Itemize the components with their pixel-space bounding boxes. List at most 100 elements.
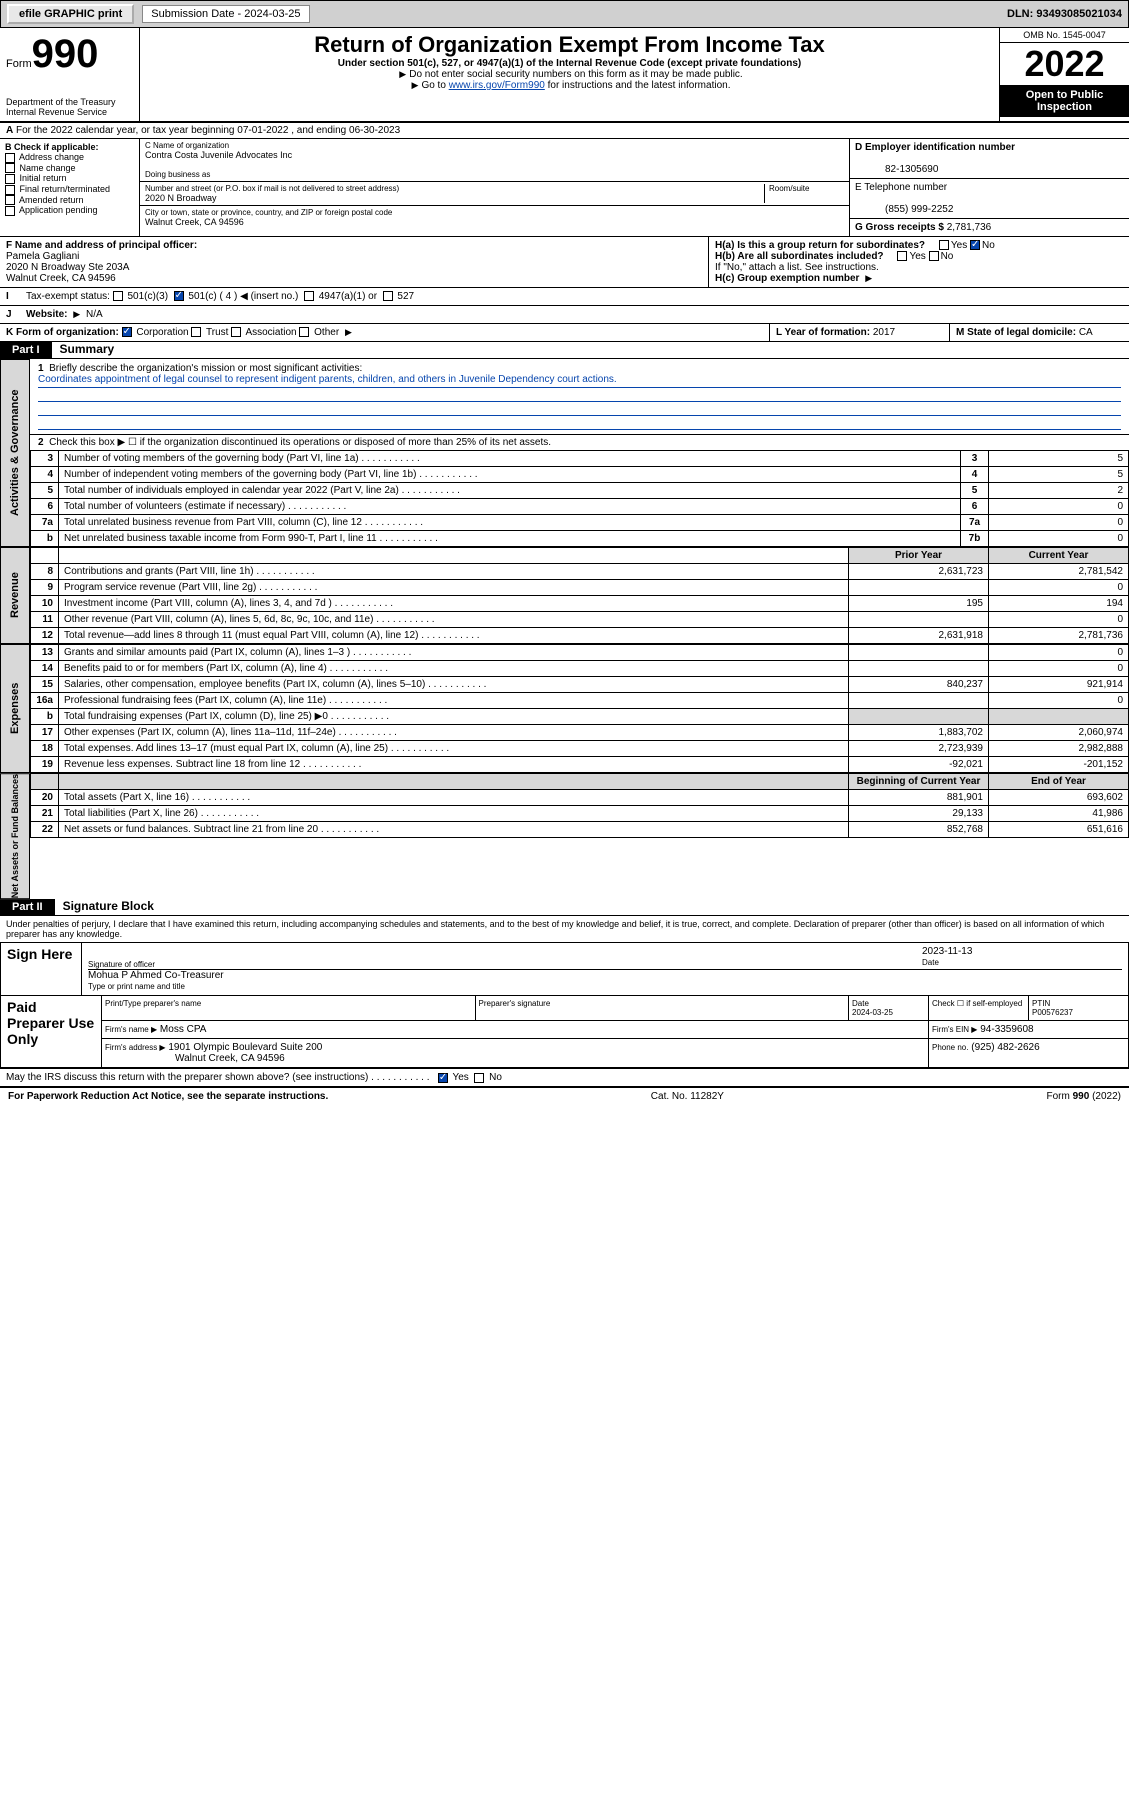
firm-phone-label: Phone no.	[932, 1043, 968, 1052]
tax-year-range: For the 2022 calendar year, or tax year …	[16, 125, 400, 136]
side-activities-gov: Activities & Governance	[0, 359, 30, 547]
corp-checkbox[interactable]	[122, 327, 132, 337]
ein-label: D Employer identification number	[855, 142, 1015, 153]
form990-link[interactable]: www.irs.gov/Form990	[449, 80, 545, 91]
hb-no-checkbox[interactable]	[929, 251, 939, 261]
4947-checkbox[interactable]	[304, 291, 314, 301]
ein-value: 82-1305690	[885, 164, 938, 175]
instruction-2-pre: Go to	[421, 80, 448, 91]
section-c: C Name of organization Contra Costa Juve…	[140, 139, 849, 236]
efile-header: efile GRAPHIC print Submission Date - 20…	[0, 0, 1129, 28]
other-checkbox[interactable]	[299, 327, 309, 337]
section-i: I Tax-exempt status: 501(c)(3) 501(c) ( …	[0, 288, 1129, 306]
section-a: A For the 2022 calendar year, or tax yea…	[0, 123, 1129, 139]
footer-right: Form 990 (2022)	[1047, 1091, 1121, 1102]
part1-title: Summary	[52, 340, 123, 358]
ha-no-checkbox[interactable]	[970, 240, 980, 250]
yes-label-2: Yes	[909, 251, 925, 262]
city-label: City or town, state or province, country…	[145, 208, 844, 217]
501c-checkbox[interactable]	[174, 291, 184, 301]
b-checkbox[interactable]	[5, 163, 15, 173]
assoc-checkbox[interactable]	[231, 327, 241, 337]
b-checkbox[interactable]	[5, 206, 15, 216]
org-city: Walnut Creek, CA 94596	[145, 217, 844, 227]
begin-year-header: Beginning of Current Year	[849, 774, 989, 790]
hc-label: H(c) Group exemption number	[715, 273, 859, 284]
footer-mid: Cat. No. 11282Y	[651, 1091, 724, 1102]
firm-name: Moss CPA	[160, 1024, 207, 1035]
discuss-no: No	[489, 1072, 502, 1083]
501c3-checkbox[interactable]	[113, 291, 123, 301]
org-name: Contra Costa Juvenile Advocates Inc	[145, 150, 844, 160]
public-inspection: Open to Public Inspection	[1000, 85, 1129, 117]
instruction-2-post: for instructions and the latest informat…	[545, 80, 731, 91]
ha-yes-checkbox[interactable]	[939, 240, 949, 250]
discuss-label: May the IRS discuss this return with the…	[6, 1072, 368, 1083]
phone-label: E Telephone number	[855, 182, 947, 193]
ptin-label: PTIN	[1032, 999, 1050, 1008]
form-number: 990	[32, 32, 99, 76]
side-revenue: Revenue	[0, 547, 30, 644]
irs-label: Internal Revenue Service	[6, 107, 133, 117]
b-checkbox[interactable]	[5, 195, 15, 205]
insert-label: (insert no.)	[251, 291, 299, 302]
revenue-table: Prior YearCurrent Year 8Contributions an…	[30, 547, 1129, 644]
part-1: Part ISummary Activities & Governance 1 …	[0, 342, 1129, 899]
firm-name-label: Firm's name ▶	[105, 1025, 157, 1034]
mission-text: Coordinates appointment of legal counsel…	[38, 374, 1121, 388]
officer-label: F Name and address of principal officer:	[6, 240, 197, 251]
section-bcde: B Check if applicable: Address change Na…	[0, 139, 1129, 237]
b-checkbox[interactable]	[5, 153, 15, 163]
tax-status-label: Tax-exempt status:	[26, 291, 110, 302]
section-de: D Employer identification number 82-1305…	[849, 139, 1129, 236]
form-subtitle: Under section 501(c), 527, or 4947(a)(1)…	[150, 58, 989, 69]
other-label: Other	[314, 327, 339, 338]
form-header: Form990 Department of the Treasury Inter…	[0, 28, 1129, 123]
website-label: Website:	[26, 309, 68, 320]
discuss-yes: Yes	[452, 1072, 468, 1083]
end-year-header: End of Year	[989, 774, 1129, 790]
section-fh: F Name and address of principal officer:…	[0, 237, 1129, 288]
discuss-yes-checkbox[interactable]	[438, 1073, 448, 1083]
instruction-1: Do not enter social security numbers on …	[409, 69, 742, 80]
org-name-label: C Name of organization	[145, 141, 844, 150]
c4-label: 501(c) ( 4 )	[188, 291, 237, 302]
phone-value: (855) 999-2252	[885, 204, 953, 215]
ha-label: H(a) Is this a group return for subordin…	[715, 240, 925, 251]
year-formation: 2017	[873, 327, 895, 338]
sig-name-label: Type or print name and title	[88, 982, 185, 991]
penalty-statement: Under penalties of perjury, I declare th…	[0, 916, 1129, 942]
governance-table: 3Number of voting members of the governi…	[30, 450, 1129, 547]
signature-block: Sign Here Signature of officer 2023-11-1…	[0, 942, 1129, 1069]
trust-label: Trust	[206, 327, 228, 338]
no-label: No	[982, 240, 995, 251]
sign-here-label: Sign Here	[1, 943, 81, 995]
assoc-label: Association	[245, 327, 296, 338]
527-checkbox[interactable]	[383, 291, 393, 301]
prep-sig-label: Preparer's signature	[475, 996, 849, 1020]
footer: For Paperwork Reduction Act Notice, see …	[0, 1088, 1129, 1105]
officer-addr2: Walnut Creek, CA 94596	[6, 273, 116, 284]
firm-addr1: 1901 Olympic Boulevard Suite 200	[168, 1042, 322, 1053]
section-b-head: B Check if applicable:	[5, 142, 99, 152]
trust-checkbox[interactable]	[191, 327, 201, 337]
prep-date: 2024-03-25	[852, 1008, 893, 1017]
hb-yes-checkbox[interactable]	[897, 251, 907, 261]
firm-ein-label: Firm's EIN ▶	[932, 1025, 977, 1034]
domicile-label: M State of legal domicile:	[956, 327, 1079, 338]
gross-receipts-value: 2,781,736	[947, 222, 992, 233]
efile-label[interactable]: efile GRAPHIC print	[7, 4, 134, 24]
discuss-no-checkbox[interactable]	[474, 1073, 484, 1083]
dln: DLN: 93493085021034	[1007, 8, 1122, 20]
sig-name: Mohua P Ahmed Co-Treasurer	[88, 970, 224, 981]
section-klm: K Form of organization: Corporation Trus…	[0, 324, 1129, 342]
sig-officer-label: Signature of officer	[88, 946, 922, 969]
dba-label: Doing business as	[145, 170, 844, 179]
hb-note: If "No," attach a list. See instructions…	[715, 262, 1123, 273]
prior-year-header: Prior Year	[849, 548, 989, 564]
prep-date-label: Date	[852, 999, 869, 1008]
form-prefix: Form	[6, 58, 32, 70]
b-checkbox[interactable]	[5, 185, 15, 195]
b-checkbox[interactable]	[5, 174, 15, 184]
yes-label: Yes	[951, 240, 967, 251]
